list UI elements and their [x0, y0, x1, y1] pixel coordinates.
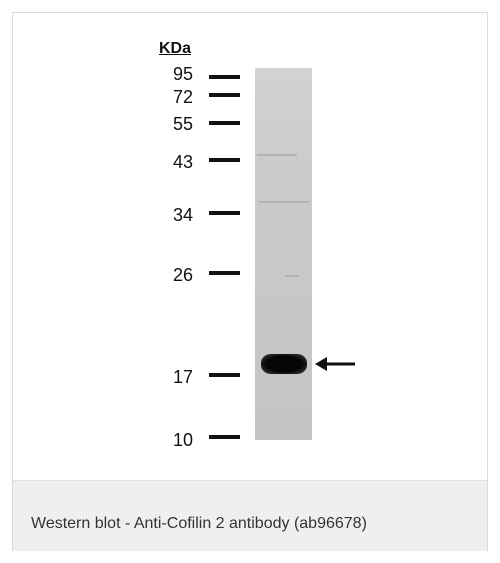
marker-tick-55 — [209, 121, 240, 125]
marker-label-55: 55 — [172, 114, 193, 134]
western-blot-figure: KDa 95 72 55 43 34 26 17 10 — [13, 13, 487, 480]
marker-tick-95 — [209, 75, 240, 79]
faint-band — [257, 154, 297, 156]
marker-label-17: 17 — [172, 367, 193, 387]
blot-lane — [255, 68, 312, 440]
marker-tick-72 — [209, 93, 240, 97]
figure-caption: Western blot - Anti-Cofilin 2 antibody (… — [31, 515, 367, 532]
marker-label-34: 34 — [172, 205, 193, 225]
marker-label-26: 26 — [172, 265, 193, 285]
marker-tick-43 — [209, 158, 240, 162]
marker-tick-34 — [209, 211, 240, 215]
marker-label-72: 72 — [172, 87, 193, 107]
marker-tick-10 — [209, 435, 240, 439]
unit-label: KDa — [159, 40, 192, 57]
faint-band — [259, 201, 309, 203]
marker-label-95: 95 — [172, 64, 193, 84]
marker-tick-26 — [209, 271, 240, 275]
arrow-left-icon — [315, 357, 355, 371]
marker-label-10: 10 — [172, 430, 193, 450]
faint-band — [285, 275, 299, 277]
caption-area: Western blot - Anti-Cofilin 2 antibody (… — [13, 480, 487, 551]
cofilin-band — [261, 354, 307, 374]
marker-tick-17 — [209, 373, 240, 377]
marker-label-43: 43 — [172, 152, 193, 172]
figure-frame: KDa 95 72 55 43 34 26 17 10 Western blot… — [12, 12, 488, 551]
